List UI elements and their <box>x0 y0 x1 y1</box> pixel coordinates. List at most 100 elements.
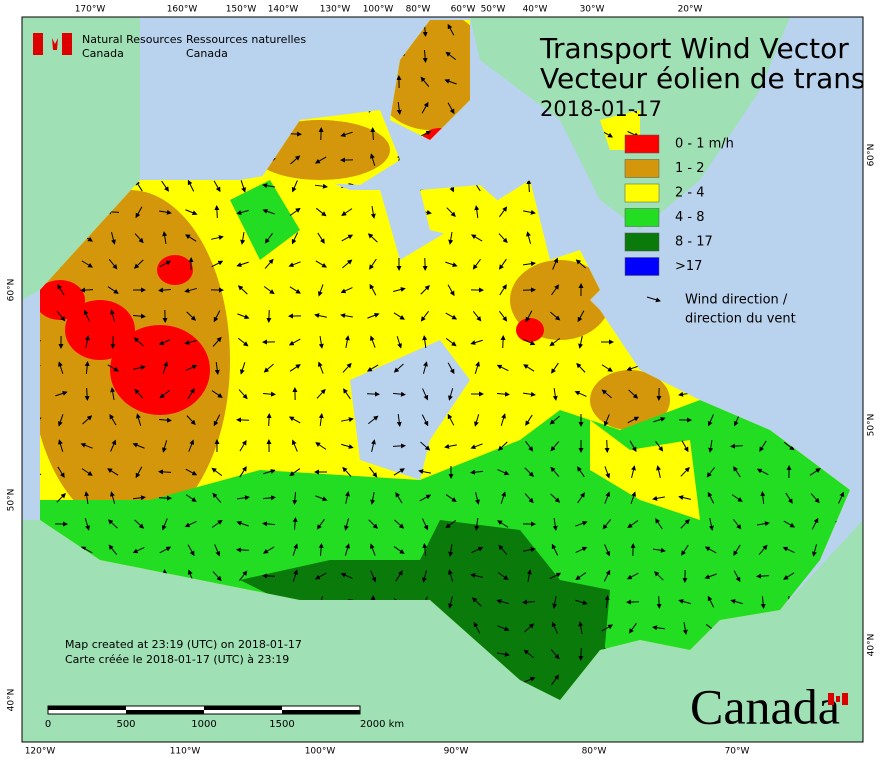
wind-arrow <box>809 468 821 476</box>
latitude-label: 40°N <box>867 634 877 657</box>
wind-arrow <box>783 572 795 580</box>
wind-arrow <box>292 543 299 556</box>
zone-0-1 <box>516 318 544 342</box>
wind-arrow <box>133 259 144 269</box>
wind-arrow <box>111 232 116 245</box>
wind-arrow <box>522 391 536 397</box>
zone-4-8 <box>230 180 300 260</box>
wind-arrow <box>370 127 376 141</box>
wind-arrow <box>288 338 301 346</box>
wind-arrow <box>368 466 378 478</box>
legend-arrow-label: direction du vent <box>685 312 796 327</box>
wind-arrow <box>525 414 533 426</box>
wind-arrow <box>317 284 324 297</box>
wind-arrow <box>577 492 585 504</box>
wind-arrow <box>838 491 845 504</box>
wind-arrow <box>158 339 171 346</box>
wind-arrow <box>704 573 717 580</box>
country-fr: Canada <box>186 47 228 60</box>
country-en: Canada <box>82 47 124 60</box>
wind-arrow <box>706 466 716 478</box>
wind-arrow <box>422 335 428 349</box>
wind-arrow <box>315 495 328 502</box>
wind-arrow <box>136 413 142 426</box>
wind-arrow <box>652 547 666 553</box>
wind-arrow <box>551 674 560 686</box>
wind-arrow <box>707 414 714 427</box>
legend-swatch <box>624 159 660 178</box>
scale-segment <box>204 706 282 710</box>
wind-arrow <box>681 544 689 556</box>
wind-arrow <box>447 284 455 297</box>
logo-nrcan <box>33 33 72 55</box>
wind-arrow <box>525 310 533 323</box>
wind-arrow <box>159 209 172 215</box>
wind-arrow <box>266 413 272 427</box>
latitude-label: 40°N <box>7 689 17 712</box>
legend-swatch <box>624 183 660 203</box>
wind-arrow <box>314 572 327 580</box>
wind-arrow <box>342 362 352 373</box>
wind-arrow <box>185 364 198 371</box>
wind-arrow <box>575 546 588 554</box>
wind-arrow <box>366 364 379 372</box>
scale-label: 0 <box>45 719 51 730</box>
wind-arrow <box>367 233 378 243</box>
wind-arrow <box>395 570 403 582</box>
wind-arrow <box>318 335 324 349</box>
wind-arrow <box>783 520 796 528</box>
wind-arrow <box>474 517 480 531</box>
wind-arrow <box>56 493 66 503</box>
wind-arrow <box>812 544 818 557</box>
legend-arrow-label: Wind direction / <box>685 293 788 308</box>
wind-arrow <box>57 414 64 427</box>
wind-arrow <box>785 492 793 504</box>
wind-arrow <box>288 261 301 268</box>
wind-arrow <box>211 235 224 240</box>
wind-arrow <box>420 441 431 451</box>
wind-arrow <box>708 518 714 531</box>
wind-arrow <box>652 625 666 631</box>
wind-arrow <box>344 543 350 556</box>
wind-arrow <box>132 546 145 554</box>
wind-arrow <box>552 517 558 531</box>
wind-arrow <box>552 596 558 609</box>
wind-arrow <box>263 546 275 554</box>
wind-arrow <box>578 336 584 349</box>
wind-arrow <box>497 572 509 581</box>
scale-segment <box>126 710 204 714</box>
wind-arrow <box>550 649 560 660</box>
longitude-label: 130°W <box>320 5 351 15</box>
wind-arrow <box>262 521 276 527</box>
wind-arrow <box>760 595 766 609</box>
wind-arrow <box>396 413 402 427</box>
wind-arrow <box>187 179 195 192</box>
flag-bar <box>33 33 43 55</box>
wind-arrow <box>500 491 506 504</box>
wind-arrow <box>368 519 378 529</box>
wind-arrow <box>369 283 377 296</box>
wind-arrow <box>263 286 275 295</box>
wind-arrow <box>811 517 819 530</box>
wind-arrow <box>575 259 586 269</box>
zone-2-4 <box>590 420 700 520</box>
wind-arrow <box>107 468 119 476</box>
wind-arrow <box>58 439 64 452</box>
wind-arrow <box>419 494 432 502</box>
legend-label: 1 - 2 <box>675 161 705 176</box>
wind-arrow <box>578 621 584 634</box>
wind-arrow <box>575 599 588 605</box>
wind-arrow <box>421 101 429 114</box>
wind-arrow <box>135 206 143 219</box>
wind-arrow <box>603 569 611 582</box>
wind-arrow <box>653 417 666 423</box>
wind-arrow <box>550 311 561 321</box>
wind-arrow <box>371 439 376 452</box>
legend-label: 8 - 17 <box>675 235 713 250</box>
wind-arrow <box>626 599 640 605</box>
wind-arrow <box>213 414 221 427</box>
wind-arrow <box>239 439 247 452</box>
longitude-label: 170°W <box>75 5 106 15</box>
longitude-label: 100°W <box>363 5 394 15</box>
